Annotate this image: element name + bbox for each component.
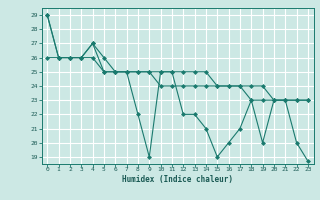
- X-axis label: Humidex (Indice chaleur): Humidex (Indice chaleur): [122, 175, 233, 184]
